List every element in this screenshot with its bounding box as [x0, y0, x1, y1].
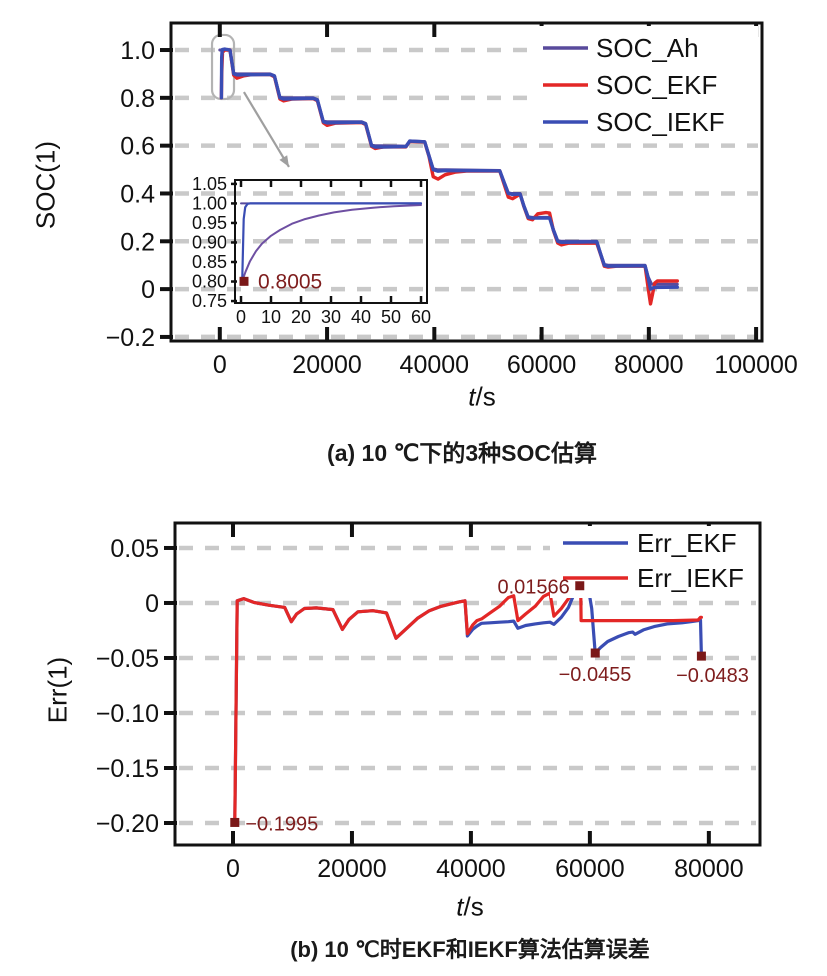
chart-a-legend-label-SOC_EKF: SOC_EKF	[596, 70, 717, 100]
chart-a-legend-label-SOC_Ah: SOC_Ah	[596, 33, 699, 63]
chart-a-ylabel: SOC(1)	[30, 140, 61, 230]
chart-a-series-SOC_IEKF	[219, 47, 679, 291]
chart-b-xtick-label-2: 40000	[436, 855, 506, 883]
chart-a-xlabel: t/s	[468, 382, 495, 413]
chart-a-inset-ytick-label-0: 1.05	[192, 174, 227, 194]
chart-a-xtick-label-1: 20000	[292, 351, 362, 379]
chart-a-inset-xtick-label-6: 60	[411, 307, 431, 327]
chart-a-inset-ytick-label-1: 1.00	[192, 193, 227, 213]
chart-a-xtick-label-2: 40000	[400, 351, 470, 379]
chart-a-xlabel-rest: /s	[475, 381, 496, 412]
chart-a-inset-xtick-label-5: 50	[381, 307, 401, 327]
chart-b-xtick-label-3: 60000	[555, 855, 625, 883]
chart-a-inset-annotation-marker-0	[239, 276, 249, 286]
chart-a-inset-ytick-label-2: 0.95	[192, 213, 227, 233]
chart-a-caption: (a) 10 ℃下的3种SOC估算	[327, 440, 597, 466]
chart-a-inset-series-SOC_EKF	[241, 204, 422, 283]
chart-b-ylabel: Err(1)	[42, 656, 73, 724]
chart-b-annotation-3: −0.1995	[245, 813, 318, 835]
chart-b-ytick-label-4: −0.15	[96, 755, 159, 783]
chart-a-inset-series-SOC_IEKF	[241, 202, 423, 283]
chart-b-ytick-label-5: −0.20	[96, 810, 159, 838]
chart-a-inset-ytick-label-5: 0.80	[192, 272, 227, 292]
chart-a-inset-xtick-label-4: 40	[351, 307, 371, 327]
chart-a-xtick-label-5: 100000	[714, 351, 797, 379]
chart-a-xtick-label-0: 0	[213, 351, 227, 379]
chart-a-inset-ytick-label-3: 0.90	[192, 232, 227, 252]
chart-b-legend-label-Err_EKF: Err_EKF	[637, 528, 737, 558]
chart-b-xlabel-italic: t	[456, 891, 464, 922]
chart-a-inset-xtick-label-0: 0	[236, 307, 246, 327]
chart-a-ytick-label-1: 0.8	[120, 85, 155, 113]
chart-a-ytick-label-2: 0.6	[120, 133, 155, 161]
chart-b-xlabel: t/s	[456, 892, 483, 923]
chart-a-inset-ytick-label-4: 0.85	[192, 252, 227, 272]
chart-a-inset-xtick-label-2: 20	[291, 307, 311, 327]
chart-a-xtick-label-4: 80000	[614, 351, 684, 379]
chart-a-ytick-label-5: 0	[141, 276, 155, 304]
chart-b-annotation-1: −0.0455	[559, 664, 632, 686]
chart-b-frame	[173, 521, 762, 847]
chart-b-annotation-0: 0.01566	[497, 577, 569, 599]
chart-a-xtick-label-3: 60000	[507, 351, 577, 379]
chart-b-annotation-marker-1	[590, 648, 600, 658]
chart-b-xtick-label-0: 0	[226, 855, 240, 883]
chart-a-ytick-label-0: 1.0	[120, 37, 155, 65]
chart-a-ytick-label-4: 0.2	[120, 228, 155, 256]
chart-b-legend-box	[550, 526, 758, 598]
chart-a-pointer-arrow	[242, 91, 290, 168]
chart-a-inset-xtick-label-1: 10	[261, 307, 281, 327]
chart-a-inset-xtick-label-3: 30	[321, 307, 341, 327]
chart-a-xlabel-italic: t	[468, 381, 476, 412]
chart-a-ytick-label-3: 0.4	[120, 180, 155, 208]
chart-b-annotation-marker-0	[575, 581, 585, 591]
chart-b-annotation-marker-3	[230, 817, 240, 827]
chart-b-annotation-2: −0.0483	[676, 665, 749, 687]
chart-b-xtick-label-1: 20000	[317, 855, 387, 883]
chart-a-inset-annotation-0: 0.8005	[258, 270, 322, 293]
chart-b-ytick-label-1: 0	[145, 590, 159, 618]
chart-a-pointer-arrowhead	[279, 155, 289, 167]
chart-b-series-Err_IEKF	[233, 584, 703, 824]
chart-a-ytick-label-6: −0.2	[106, 324, 155, 352]
chart-b-xtick-label-4: 80000	[674, 855, 744, 883]
chart-a-frame	[169, 21, 764, 343]
chart-b-ytick-label-0: 0.05	[110, 535, 159, 563]
chart-b-annotation-marker-2	[696, 651, 706, 661]
chart-b-caption: (b) 10 ℃时EKF和IEKF算法估算误差	[290, 937, 650, 962]
chart-b-xlabel-rest: /s	[463, 891, 484, 922]
chart-b-legend-label-Err_IEKF: Err_IEKF	[637, 563, 744, 593]
chart-b-ytick-label-2: −0.05	[96, 645, 159, 673]
chart-a-inset-ytick-label-6: 0.75	[192, 291, 227, 311]
chart-a-legend-label-SOC_IEKF: SOC_IEKF	[596, 107, 725, 137]
chart-b-ytick-label-3: −0.10	[96, 700, 159, 728]
